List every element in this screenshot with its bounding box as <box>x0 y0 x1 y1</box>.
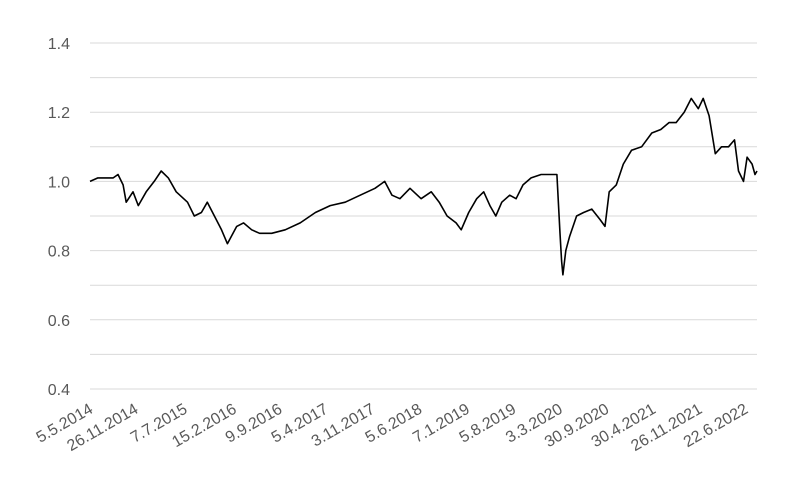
y-tick-label: 0.4 <box>48 382 70 399</box>
y-tick-label: 1.0 <box>48 174 70 191</box>
line <box>89 97 758 276</box>
y-tick-label: 0.8 <box>48 244 70 261</box>
y-tick-label: 1.4 <box>48 36 70 53</box>
y-tick-label: 1.2 <box>48 105 70 122</box>
y-tick-label: 0.6 <box>48 313 70 330</box>
